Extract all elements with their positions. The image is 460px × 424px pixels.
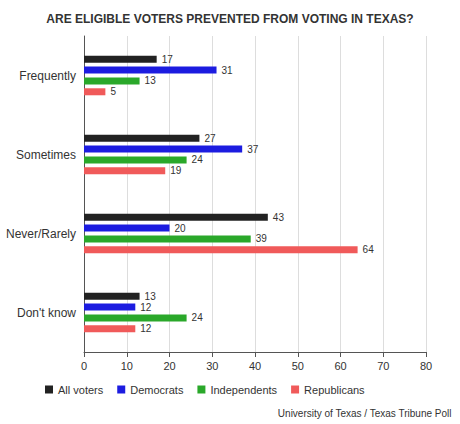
svg-text:17: 17 bbox=[162, 54, 174, 65]
svg-text:70: 70 bbox=[377, 360, 389, 372]
svg-text:0: 0 bbox=[81, 360, 87, 372]
svg-text:24: 24 bbox=[192, 312, 204, 323]
svg-text:50: 50 bbox=[292, 360, 304, 372]
svg-text:39: 39 bbox=[256, 233, 268, 244]
svg-text:64: 64 bbox=[363, 244, 375, 255]
svg-text:Don't know: Don't know bbox=[17, 306, 76, 320]
svg-text:80: 80 bbox=[420, 360, 432, 372]
svg-text:ARE ELIGIBLE VOTERS PREVENTED: ARE ELIGIBLE VOTERS PREVENTED FROM VOTIN… bbox=[46, 12, 413, 26]
svg-text:20: 20 bbox=[175, 223, 187, 234]
svg-text:5: 5 bbox=[110, 86, 116, 97]
svg-text:Republicans: Republicans bbox=[304, 384, 365, 396]
svg-text:40: 40 bbox=[249, 360, 261, 372]
svg-text:30: 30 bbox=[206, 360, 218, 372]
svg-text:43: 43 bbox=[273, 212, 285, 223]
svg-text:Independents: Independents bbox=[210, 384, 277, 396]
svg-text:60: 60 bbox=[334, 360, 346, 372]
svg-text:Sometimes: Sometimes bbox=[16, 148, 76, 162]
svg-text:20: 20 bbox=[163, 360, 175, 372]
svg-text:Frequently: Frequently bbox=[19, 69, 76, 83]
svg-text:Democrats: Democrats bbox=[130, 384, 184, 396]
svg-text:13: 13 bbox=[145, 291, 157, 302]
svg-text:27: 27 bbox=[204, 133, 216, 144]
svg-text:31: 31 bbox=[222, 65, 234, 76]
svg-text:12: 12 bbox=[140, 302, 152, 313]
svg-text:37: 37 bbox=[247, 144, 259, 155]
svg-text:Never/Rarely: Never/Rarely bbox=[6, 227, 76, 241]
svg-text:University of Texas / Texas Tr: University of Texas / Texas Tribune Poll bbox=[278, 408, 452, 419]
svg-text:All voters: All voters bbox=[58, 384, 104, 396]
svg-text:24: 24 bbox=[192, 154, 204, 165]
svg-text:13: 13 bbox=[145, 75, 157, 86]
svg-text:12: 12 bbox=[140, 323, 152, 334]
svg-text:19: 19 bbox=[170, 165, 182, 176]
svg-text:10: 10 bbox=[121, 360, 133, 372]
